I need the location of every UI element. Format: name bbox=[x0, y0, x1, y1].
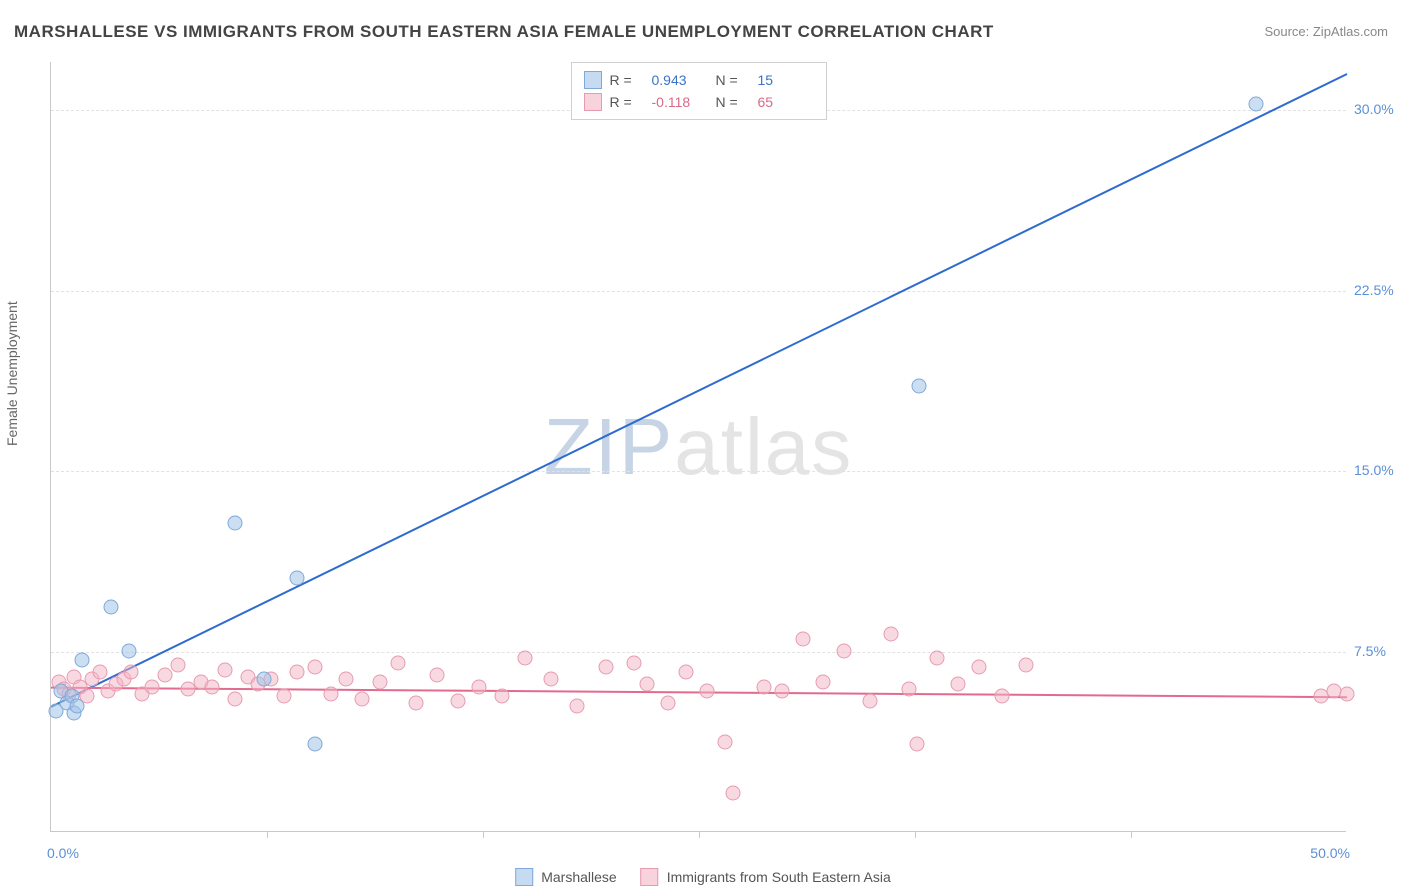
series-legend-item-1: Marshallese bbox=[515, 868, 616, 886]
scatter-point-series2 bbox=[277, 689, 292, 704]
scatter-point-series1 bbox=[290, 571, 305, 586]
scatter-point-series2 bbox=[1340, 686, 1355, 701]
scatter-point-series2 bbox=[901, 682, 916, 697]
swatch-series2-icon bbox=[641, 868, 659, 886]
scatter-point-series1 bbox=[121, 643, 136, 658]
x-axis-origin-label: 0.0% bbox=[47, 845, 79, 861]
x-axis-end-label: 50.0% bbox=[1310, 845, 1350, 861]
y-tick-label: 15.0% bbox=[1354, 462, 1404, 478]
scatter-point-series2 bbox=[93, 665, 108, 680]
x-tick-mark bbox=[267, 831, 268, 838]
y-tick-label: 30.0% bbox=[1354, 101, 1404, 117]
correlation-legend-row-series1: R = 0.943 N = 15 bbox=[584, 69, 814, 91]
scatter-point-series2 bbox=[355, 691, 370, 706]
scatter-point-series1 bbox=[256, 672, 271, 687]
scatter-point-series2 bbox=[699, 684, 714, 699]
series-legend-item-2: Immigrants from South Eastern Asia bbox=[641, 868, 891, 886]
scatter-point-series2 bbox=[816, 674, 831, 689]
scatter-point-series1 bbox=[69, 698, 84, 713]
scatter-point-series2 bbox=[409, 696, 424, 711]
scatter-point-series2 bbox=[883, 626, 898, 641]
scatter-point-series2 bbox=[640, 677, 655, 692]
correlation-legend: R = 0.943 N = 15 R = -0.118 N = 65 bbox=[571, 62, 827, 120]
scatter-point-series2 bbox=[430, 667, 445, 682]
scatter-point-series2 bbox=[598, 660, 613, 675]
scatter-point-series2 bbox=[756, 679, 771, 694]
regression-lines bbox=[51, 62, 1346, 831]
scatter-point-series2 bbox=[863, 694, 878, 709]
swatch-series2-icon bbox=[584, 93, 602, 111]
chart-title: MARSHALLESE VS IMMIGRANTS FROM SOUTH EAS… bbox=[14, 22, 994, 42]
scatter-point-series2 bbox=[228, 691, 243, 706]
scatter-point-series1 bbox=[912, 378, 927, 393]
scatter-point-series1 bbox=[75, 653, 90, 668]
scatter-point-series2 bbox=[971, 660, 986, 675]
scatter-point-series2 bbox=[995, 689, 1010, 704]
swatch-series1-icon bbox=[584, 71, 602, 89]
scatter-point-series2 bbox=[660, 696, 675, 711]
scatter-point-series1 bbox=[308, 737, 323, 752]
scatter-point-series2 bbox=[518, 650, 533, 665]
scatter-point-series2 bbox=[158, 667, 173, 682]
series2-name: Immigrants from South Eastern Asia bbox=[667, 869, 891, 885]
scatter-point-series1 bbox=[228, 516, 243, 531]
scatter-point-series2 bbox=[909, 737, 924, 752]
scatter-point-series1 bbox=[1249, 97, 1264, 112]
scatter-point-series2 bbox=[725, 785, 740, 800]
scatter-point-series2 bbox=[1018, 657, 1033, 672]
x-tick-mark bbox=[1131, 831, 1132, 838]
scatter-point-series2 bbox=[627, 655, 642, 670]
n-value-series1: 15 bbox=[758, 72, 814, 88]
scatter-point-series2 bbox=[544, 672, 559, 687]
scatter-point-series2 bbox=[373, 674, 388, 689]
scatter-point-series2 bbox=[145, 679, 160, 694]
n-label: N = bbox=[716, 94, 750, 110]
scatter-point-series2 bbox=[308, 660, 323, 675]
plot-area: ZIPatlas 7.5%15.0%22.5%30.0% 0.0% 50.0% … bbox=[50, 62, 1346, 832]
y-axis-label: Female Unemployment bbox=[4, 301, 20, 446]
scatter-point-series2 bbox=[217, 662, 232, 677]
correlation-legend-row-series2: R = -0.118 N = 65 bbox=[584, 91, 814, 113]
r-value-series2: -0.118 bbox=[652, 94, 708, 110]
series-legend: Marshallese Immigrants from South Easter… bbox=[515, 868, 891, 886]
scatter-point-series2 bbox=[717, 734, 732, 749]
scatter-point-series1 bbox=[103, 600, 118, 615]
scatter-point-series2 bbox=[495, 689, 510, 704]
source-attribution: Source: ZipAtlas.com bbox=[1264, 24, 1388, 39]
y-tick-label: 22.5% bbox=[1354, 282, 1404, 298]
r-label: R = bbox=[610, 94, 644, 110]
scatter-point-series2 bbox=[391, 655, 406, 670]
scatter-point-series2 bbox=[339, 672, 354, 687]
scatter-point-series2 bbox=[171, 657, 186, 672]
scatter-point-series2 bbox=[795, 631, 810, 646]
scatter-point-series2 bbox=[124, 665, 139, 680]
swatch-series1-icon bbox=[515, 868, 533, 886]
n-value-series2: 65 bbox=[758, 94, 814, 110]
x-tick-mark bbox=[699, 831, 700, 838]
x-tick-mark bbox=[915, 831, 916, 838]
y-tick-label: 7.5% bbox=[1354, 643, 1404, 659]
scatter-point-series2 bbox=[951, 677, 966, 692]
r-value-series1: 0.943 bbox=[652, 72, 708, 88]
scatter-point-series2 bbox=[570, 698, 585, 713]
scatter-point-series2 bbox=[774, 684, 789, 699]
scatter-point-series2 bbox=[837, 643, 852, 658]
scatter-point-series2 bbox=[290, 665, 305, 680]
scatter-point-series2 bbox=[471, 679, 486, 694]
regression-line-series1 bbox=[51, 74, 1347, 707]
n-label: N = bbox=[716, 72, 750, 88]
scatter-point-series2 bbox=[930, 650, 945, 665]
scatter-point-series2 bbox=[204, 679, 219, 694]
scatter-point-series2 bbox=[323, 686, 338, 701]
r-label: R = bbox=[610, 72, 644, 88]
series1-name: Marshallese bbox=[541, 869, 616, 885]
scatter-point-series2 bbox=[679, 665, 694, 680]
x-tick-mark bbox=[483, 831, 484, 838]
scatter-point-series2 bbox=[450, 694, 465, 709]
